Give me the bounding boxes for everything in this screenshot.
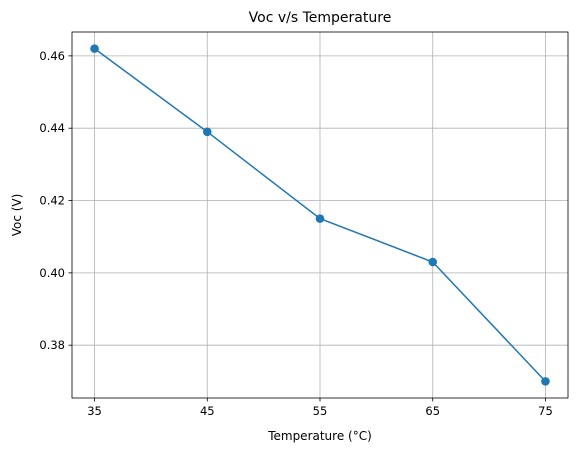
y-tick-label: 0.46 [39,49,65,63]
data-point [202,127,212,137]
grid [72,32,568,398]
x-tick-label: 55 [313,404,328,418]
series-voc [90,44,550,386]
data-point [315,214,325,223]
x-tick-label: 45 [200,404,215,418]
y-tick-label: 0.44 [39,121,65,135]
x-tick-label: 75 [538,404,553,418]
data-point [90,44,99,53]
x-tick-label: 65 [425,404,440,418]
y-tick-label: 0.42 [39,194,65,208]
x-tick-label: 35 [87,404,102,418]
x-axis-ticks: 35 45 55 65 75 [87,398,553,418]
y-tick-label: 0.40 [39,266,65,280]
x-axis-label: Temperature (°C) [267,429,372,443]
chart-title: Voc v/s Temperature [249,10,392,26]
data-point [428,257,438,267]
y-tick-label: 0.38 [39,338,65,352]
data-point [541,377,550,386]
y-axis-label: Voc (V) [10,194,24,237]
y-axis-ticks: 0.38 0.40 0.42 0.44 0.46 [39,49,72,352]
